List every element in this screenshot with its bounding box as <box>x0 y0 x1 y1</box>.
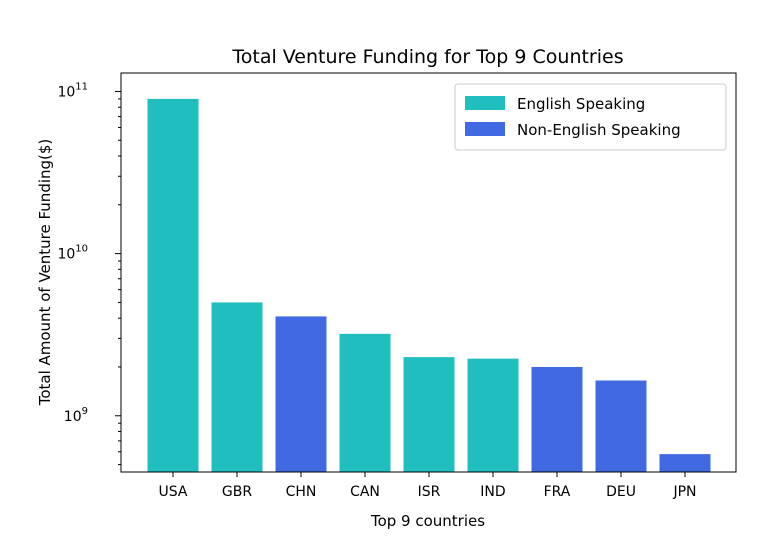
y-tick-label: 109 <box>64 406 88 425</box>
x-tick-label: JPN <box>672 484 696 500</box>
x-tick-label: FRA <box>544 484 571 500</box>
legend-label: English Speaking <box>517 95 645 113</box>
x-axis-label: Top 9 countries <box>370 512 485 530</box>
y-tick-label: 1010 <box>57 244 88 263</box>
bar-gbr <box>211 302 263 472</box>
x-tick-label: USA <box>159 484 188 500</box>
bar-isr <box>403 357 455 472</box>
legend-swatch <box>465 96 505 110</box>
y-axis-ticks: 109 1010 1011 <box>57 81 121 466</box>
bars-group <box>147 98 711 472</box>
bar-usa <box>147 98 199 472</box>
bar-deu <box>595 380 647 472</box>
legend-box <box>454 83 727 151</box>
x-tick-label: CHN <box>286 484 317 500</box>
x-axis-ticks: USA GBR CHN CAN ISR IND FRA DEU JPN <box>159 472 697 500</box>
y-tick-label: 1011 <box>57 81 88 100</box>
bar-chn <box>275 316 327 472</box>
bar-can <box>339 333 391 472</box>
x-tick-label: IND <box>480 484 505 500</box>
x-tick-label: GBR <box>222 484 252 500</box>
bar-jpn <box>659 454 711 472</box>
x-tick-label: ISR <box>418 484 441 500</box>
bar-fra <box>531 366 583 472</box>
legend-label: Non-English Speaking <box>517 121 681 139</box>
legend-swatch <box>465 122 505 136</box>
y-axis-label: Total Amount of Venture Funding($) <box>36 139 54 407</box>
bar-ind <box>467 358 519 472</box>
chart-title: Total Venture Funding for Top 9 Countrie… <box>231 46 623 68</box>
legend: English Speaking Non-English Speaking <box>454 83 727 151</box>
x-tick-label: DEU <box>606 484 636 500</box>
x-tick-label: CAN <box>350 484 380 500</box>
